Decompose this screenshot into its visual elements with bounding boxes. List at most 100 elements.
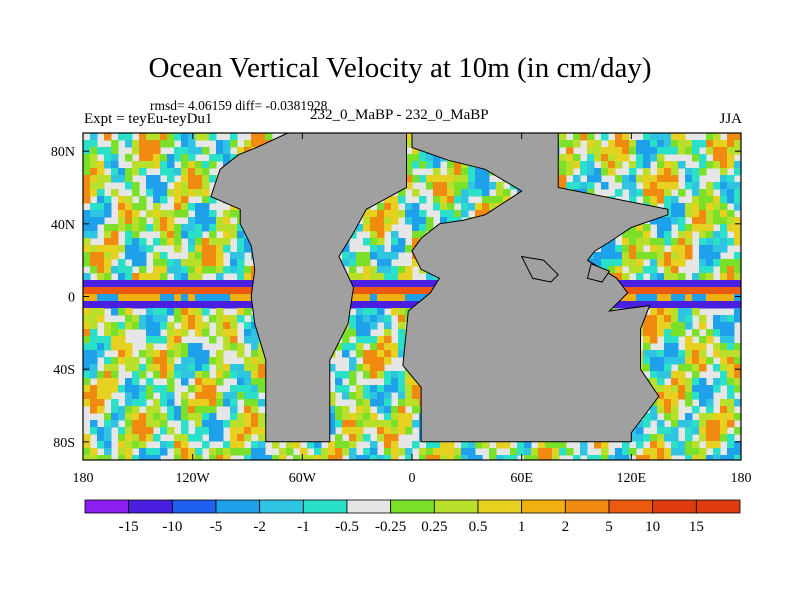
- field-cell: [622, 147, 630, 155]
- field-cell: [97, 399, 105, 407]
- field-cell: [90, 280, 98, 288]
- field-cell: [146, 343, 154, 351]
- field-cell: [650, 154, 658, 162]
- field-cell: [433, 175, 441, 183]
- field-cell: [216, 266, 224, 274]
- field-cell: [447, 455, 455, 460]
- field-cell: [377, 252, 385, 260]
- field-cell: [104, 448, 112, 456]
- field-cell: [405, 273, 413, 281]
- field-cell: [377, 420, 385, 428]
- field-cell: [685, 336, 693, 344]
- field-cell: [104, 294, 112, 302]
- field-cell: [328, 364, 336, 372]
- field-cell: [216, 329, 224, 337]
- field-cell: [195, 399, 203, 407]
- field-cell: [678, 189, 686, 197]
- field-cell: [699, 273, 707, 281]
- field-cell: [580, 161, 588, 169]
- field-cell: [685, 364, 693, 372]
- field-cell: [132, 273, 140, 281]
- field-cell: [195, 203, 203, 211]
- field-cell: [657, 441, 665, 449]
- field-cell: [615, 455, 623, 460]
- field-cell: [727, 455, 735, 460]
- field-cell: [720, 161, 728, 169]
- field-cell: [174, 280, 182, 288]
- field-cell: [181, 168, 189, 176]
- field-cell: [643, 175, 651, 183]
- field-cell: [685, 448, 693, 456]
- field-cell: [671, 266, 679, 274]
- field-cell: [678, 441, 686, 449]
- field-cell: [370, 441, 378, 449]
- field-cell: [356, 315, 364, 323]
- field-cell: [734, 273, 741, 281]
- field-cell: [97, 441, 105, 449]
- field-cell: [636, 455, 644, 460]
- field-cell: [174, 245, 182, 253]
- field-cell: [734, 196, 741, 204]
- field-cell: [692, 343, 700, 351]
- field-cell: [223, 336, 231, 344]
- field-cell: [216, 259, 224, 267]
- field-cell: [727, 287, 735, 295]
- field-cell: [370, 273, 378, 281]
- field-cell: [97, 182, 105, 190]
- field-cell: [370, 252, 378, 260]
- field-cell: [685, 224, 693, 232]
- field-cell: [650, 350, 658, 358]
- field-cell: [699, 434, 707, 442]
- field-cell: [622, 238, 630, 246]
- field-cell: [167, 371, 175, 379]
- field-cell: [125, 287, 133, 295]
- field-cell: [160, 182, 168, 190]
- field-cell: [671, 385, 679, 393]
- field-cell: [118, 336, 126, 344]
- field-cell: [720, 434, 728, 442]
- field-cell: [111, 189, 119, 197]
- field-cell: [160, 287, 168, 295]
- field-cell: [699, 245, 707, 253]
- field-cell: [342, 385, 350, 393]
- field-cell: [433, 168, 441, 176]
- field-cell: [160, 350, 168, 358]
- field-cell: [657, 238, 665, 246]
- field-cell: [636, 231, 644, 239]
- field-cell: [419, 161, 427, 169]
- field-cell: [657, 371, 665, 379]
- field-cell: [678, 329, 686, 337]
- field-cell: [720, 175, 728, 183]
- field-cell: [447, 203, 455, 211]
- field-cell: [328, 448, 336, 456]
- field-cell: [328, 399, 336, 407]
- field-cell: [363, 280, 371, 288]
- field-cell: [398, 343, 406, 351]
- field-cell: [139, 448, 147, 456]
- field-cell: [706, 406, 714, 414]
- field-cell: [433, 161, 441, 169]
- field-cell: [734, 301, 741, 309]
- field-cell: [559, 182, 567, 190]
- field-cell: [692, 210, 700, 218]
- field-cell: [650, 147, 658, 155]
- field-cell: [706, 294, 714, 302]
- field-cell: [111, 385, 119, 393]
- field-cell: [608, 140, 616, 148]
- field-cell: [174, 455, 182, 460]
- field-cell: [685, 308, 693, 316]
- field-cell: [391, 287, 399, 295]
- field-cell: [167, 287, 175, 295]
- field-cell: [139, 154, 147, 162]
- field-cell: [363, 259, 371, 267]
- field-cell: [713, 329, 721, 337]
- field-cell: [237, 280, 245, 288]
- field-cell: [195, 448, 203, 456]
- field-cell: [111, 280, 119, 288]
- field-cell: [139, 245, 147, 253]
- field-cell: [202, 441, 210, 449]
- field-cell: [496, 182, 504, 190]
- field-cell: [195, 427, 203, 435]
- field-cell: [349, 266, 357, 274]
- field-cell: [720, 343, 728, 351]
